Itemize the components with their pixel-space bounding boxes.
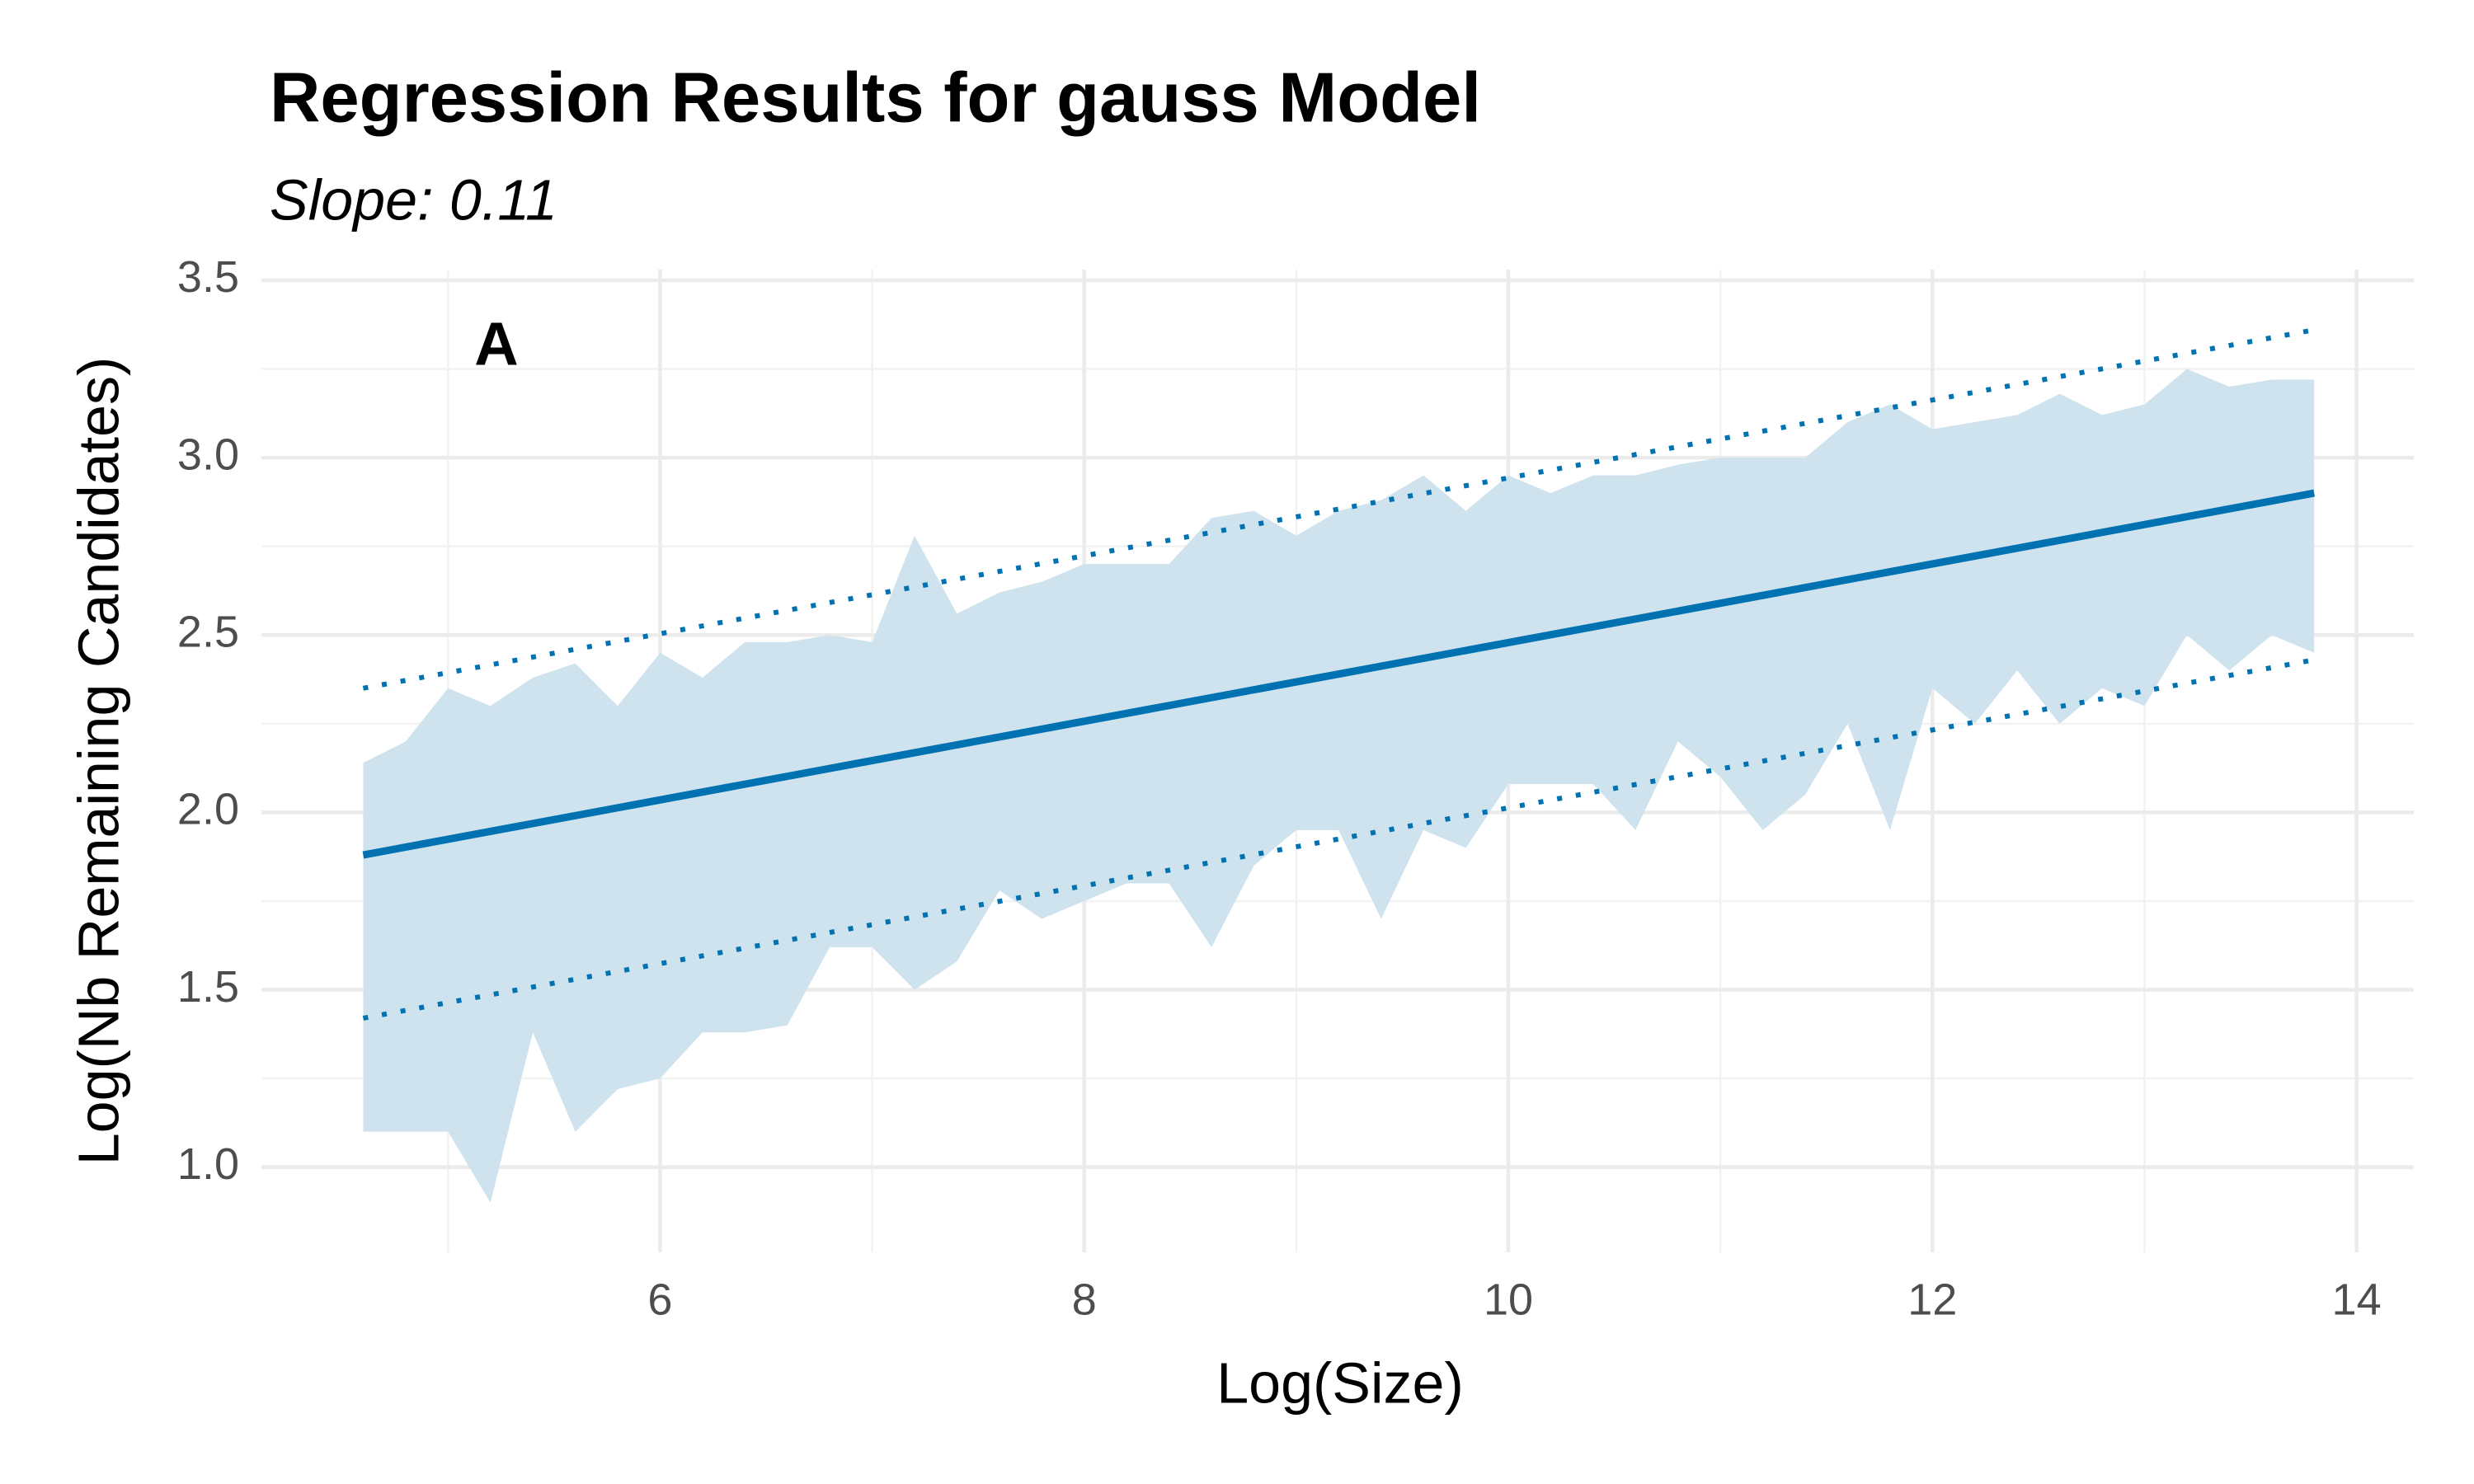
x-tick-label: 10: [1484, 1275, 1533, 1324]
panel-annotation: A: [474, 310, 518, 378]
y-tick-label: 3.5: [177, 252, 239, 302]
x-tick-label: 8: [1072, 1275, 1097, 1324]
labels: Regression Results for gauss Model Slope…: [66, 59, 2381, 1415]
chart-title: Regression Results for gauss Model: [270, 59, 1481, 137]
x-tick-label: 6: [647, 1275, 672, 1324]
x-tick-label: 14: [2332, 1275, 2382, 1324]
interval-line: [362, 657, 2315, 1021]
y-axis-title: Log(Nb Remaining Candidates): [66, 357, 130, 1166]
regression-line: [362, 489, 2315, 859]
y-tick-label: 1.0: [177, 1139, 239, 1189]
x-axis-title: Log(Size): [1216, 1350, 1464, 1415]
ribbon: [363, 369, 2315, 1203]
y-tick-label: 3.0: [177, 430, 239, 479]
y-tick-label: 2.0: [177, 785, 239, 834]
y-tick-label: 1.5: [177, 962, 239, 1012]
interval-line: [362, 327, 2315, 691]
chart-subtitle: Slope: 0.11: [270, 167, 557, 232]
marks: [362, 327, 2315, 1203]
x-tick-label: 12: [1907, 1275, 1957, 1324]
y-tick-label: 2.5: [177, 608, 239, 657]
